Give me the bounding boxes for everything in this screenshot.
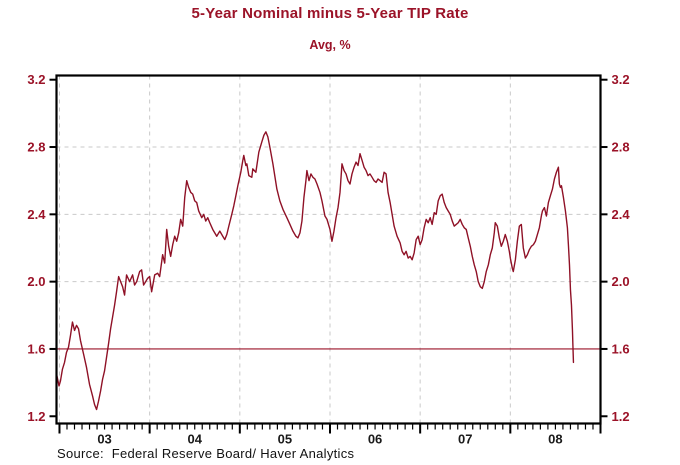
y-axis-label-right: 3.2 <box>612 72 630 87</box>
source-note: Source: Federal Reserve Board/ Haver Ana… <box>57 446 355 461</box>
y-axis-label-left: 1.6 <box>27 341 45 356</box>
x-axis-label: 06 <box>368 432 382 447</box>
x-axis-label: 05 <box>278 432 292 447</box>
y-axis-label-right: 2.8 <box>612 140 630 155</box>
x-axis-label: 04 <box>187 432 202 447</box>
chart-subtitle: Avg, % <box>309 38 351 52</box>
chart-title: 5-Year Nominal minus 5-Year TIP Rate <box>191 5 469 22</box>
plot-frame <box>55 74 602 425</box>
y-axis-label-right: 2.4 <box>612 207 631 222</box>
data-line <box>56 131 575 411</box>
y-axis-label-left: 3.2 <box>27 72 45 87</box>
x-axis-label: 03 <box>97 432 111 447</box>
y-axis-label-left: 1.2 <box>27 409 45 424</box>
x-axis-label: 08 <box>548 432 562 447</box>
y-axis-label-left: 2.0 <box>27 274 45 289</box>
y-axis-label-left: 2.4 <box>27 207 46 222</box>
y-axis-label-right: 1.6 <box>612 341 630 356</box>
y-axis-label-right: 2.0 <box>612 274 630 289</box>
y-axis-label-left: 2.8 <box>27 140 45 155</box>
x-axis-label: 07 <box>458 432 472 447</box>
y-axis-label-right: 1.2 <box>612 409 630 424</box>
